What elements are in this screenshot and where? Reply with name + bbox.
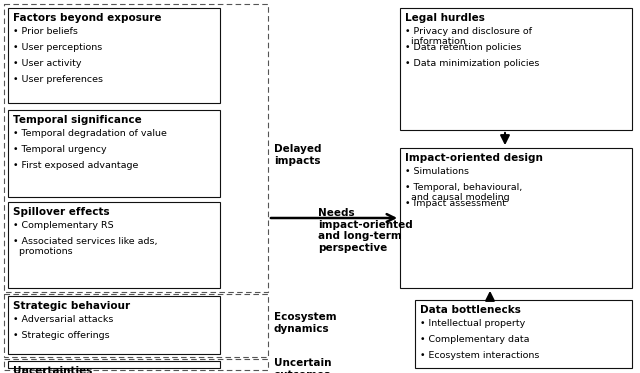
Text: Factors beyond exposure: Factors beyond exposure (13, 13, 161, 23)
Text: Needs
impact-oriented
and long-term
perspective: Needs impact-oriented and long-term pers… (318, 208, 413, 253)
Text: Strategic behaviour: Strategic behaviour (13, 301, 130, 311)
Text: • Adversarial attacks: • Adversarial attacks (13, 315, 113, 324)
Text: • User activity: • User activity (13, 59, 81, 68)
Text: Impact-oriented design: Impact-oriented design (405, 153, 543, 163)
Bar (4, 4, 268, 292)
Text: • Temporal degradation of value: • Temporal degradation of value (13, 129, 167, 138)
Text: • Strategic offerings: • Strategic offerings (13, 331, 109, 340)
Text: • Prior beliefs: • Prior beliefs (13, 27, 78, 36)
Text: • Associated services like ads,
  promotions: • Associated services like ads, promotio… (13, 237, 157, 256)
Text: Legal hurdles: Legal hurdles (405, 13, 485, 23)
Text: • User preferences: • User preferences (13, 75, 103, 84)
Text: • Complementary RS: • Complementary RS (13, 221, 114, 230)
Bar (415, 300, 632, 368)
Text: Spillover effects: Spillover effects (13, 207, 109, 217)
Text: • Data retention policies: • Data retention policies (405, 43, 522, 52)
Text: Delayed
impacts: Delayed impacts (274, 144, 321, 166)
Text: Uncertain
outcomes: Uncertain outcomes (274, 358, 332, 373)
Bar (8, 110, 220, 197)
Text: Uncertainties: Uncertainties (13, 366, 92, 373)
Text: Ecosystem
dynamics: Ecosystem dynamics (274, 312, 337, 334)
Bar (8, 361, 220, 368)
Text: • Temporal urgency: • Temporal urgency (13, 145, 107, 154)
Text: • First exposed advantage: • First exposed advantage (13, 161, 138, 170)
Text: • Intellectual property: • Intellectual property (420, 319, 525, 328)
Bar (4, 359, 268, 370)
Text: • Position bias: • Position bias (13, 372, 81, 373)
Text: • Privacy and disclosure of
  information: • Privacy and disclosure of information (405, 27, 532, 46)
Text: • Simulations: • Simulations (405, 167, 469, 176)
Text: • Data minimization policies: • Data minimization policies (405, 59, 540, 68)
Text: Data bottlenecks: Data bottlenecks (420, 305, 521, 315)
Bar (4, 294, 268, 357)
Bar (400, 8, 632, 130)
Bar (8, 8, 220, 103)
Text: Temporal significance: Temporal significance (13, 115, 141, 125)
Bar (8, 202, 220, 288)
Text: • Impact assessment: • Impact assessment (405, 199, 506, 208)
Text: • Ecosystem interactions: • Ecosystem interactions (420, 351, 540, 360)
Text: • User perceptions: • User perceptions (13, 43, 102, 52)
Text: • Temporal, behavioural,
  and causal modeling: • Temporal, behavioural, and causal mode… (405, 183, 522, 203)
Bar (400, 148, 632, 288)
Text: • Complementary data: • Complementary data (420, 335, 529, 344)
Bar (8, 296, 220, 354)
